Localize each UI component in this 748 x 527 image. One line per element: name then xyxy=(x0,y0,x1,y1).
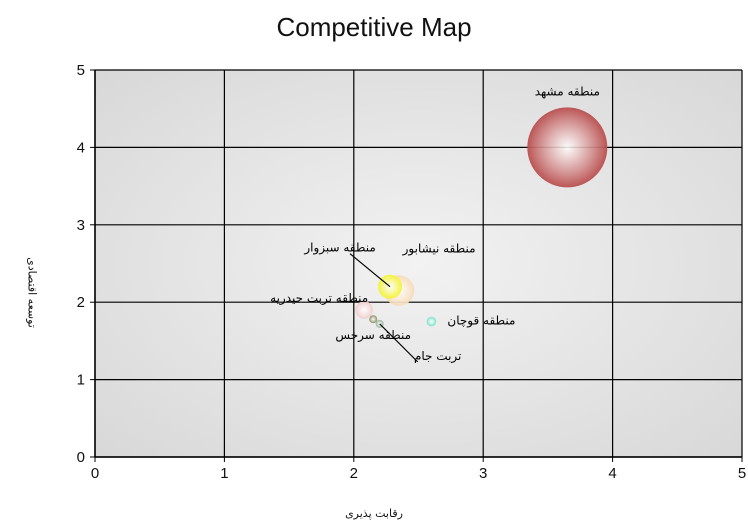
chart-title: Competitive Map xyxy=(276,12,472,42)
y-axis-label: توسعه اقتصادی xyxy=(25,257,39,328)
bubble-label: منطقه سبزوار xyxy=(303,241,375,256)
y-tick-label: 4 xyxy=(77,139,85,156)
bubble-label: منطقه نیشابور xyxy=(402,242,476,257)
plot-background xyxy=(95,70,742,457)
x-tick-label: 2 xyxy=(350,465,358,482)
bubble-label: منطقه تربت حیدریه xyxy=(270,291,368,306)
x-tick-label: 3 xyxy=(479,465,487,482)
y-tick-label: 0 xyxy=(77,449,85,466)
y-tick-label: 1 xyxy=(77,372,85,389)
bubble-point xyxy=(355,301,373,319)
y-tick-label: 2 xyxy=(77,294,85,311)
bubble-label: منطقه قوچان xyxy=(447,314,515,329)
bubble-point xyxy=(527,107,608,188)
x-tick-label: 4 xyxy=(608,465,616,482)
bubble-point xyxy=(369,315,378,324)
x-tick-label: 1 xyxy=(220,465,228,482)
bubble-label: منطقه سرخس xyxy=(335,328,411,343)
x-tick-label: 0 xyxy=(91,465,99,482)
bubble-point xyxy=(426,316,437,327)
x-axis-label: رقابت پذیری xyxy=(345,507,403,520)
bubble-label: منطقه مشهد xyxy=(535,84,600,98)
y-tick-label: 3 xyxy=(77,217,85,234)
y-tick-label: 5 xyxy=(77,62,85,79)
label-leader-line xyxy=(349,253,391,288)
label-leader-line xyxy=(379,323,419,363)
bubble-label: تربت جام xyxy=(414,349,461,364)
x-tick-label: 5 xyxy=(738,465,746,482)
